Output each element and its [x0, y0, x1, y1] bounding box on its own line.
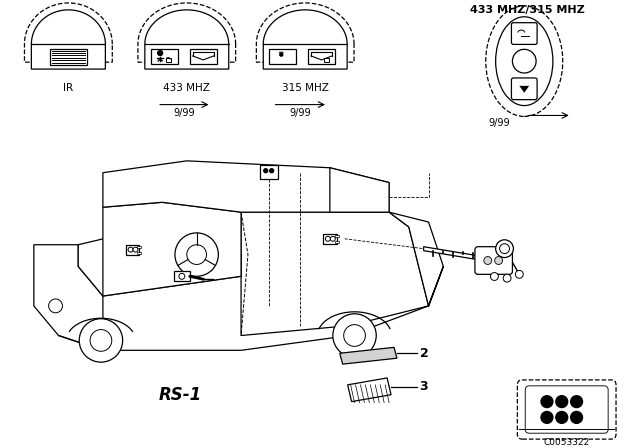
Bar: [323, 234, 337, 244]
Circle shape: [515, 270, 524, 278]
Circle shape: [325, 237, 330, 241]
Circle shape: [49, 299, 63, 313]
Bar: [125, 245, 140, 254]
Circle shape: [490, 272, 499, 280]
Polygon shape: [424, 247, 483, 260]
Circle shape: [179, 273, 185, 279]
Polygon shape: [103, 161, 389, 212]
FancyBboxPatch shape: [517, 380, 616, 439]
Bar: [138, 252, 141, 254]
Polygon shape: [145, 10, 228, 69]
Polygon shape: [31, 10, 106, 69]
Text: C0053322: C0053322: [543, 438, 590, 447]
Circle shape: [513, 49, 536, 73]
Circle shape: [484, 257, 492, 264]
Polygon shape: [348, 378, 391, 401]
Ellipse shape: [495, 17, 553, 106]
Circle shape: [556, 412, 568, 423]
Text: 9/99: 9/99: [289, 108, 311, 117]
Bar: [151, 49, 178, 64]
Bar: [189, 49, 216, 64]
Circle shape: [500, 244, 509, 254]
FancyBboxPatch shape: [511, 78, 537, 99]
Text: 3: 3: [420, 380, 428, 393]
Text: 9/99: 9/99: [173, 108, 195, 117]
FancyBboxPatch shape: [475, 247, 513, 274]
Circle shape: [330, 237, 335, 241]
Bar: [335, 241, 339, 243]
Text: 2: 2: [420, 347, 428, 360]
Circle shape: [157, 51, 163, 56]
Polygon shape: [389, 212, 444, 306]
Polygon shape: [34, 245, 103, 350]
Circle shape: [187, 245, 207, 264]
Circle shape: [541, 396, 553, 408]
Circle shape: [503, 274, 511, 282]
FancyBboxPatch shape: [525, 386, 608, 433]
Text: IR: IR: [63, 83, 74, 93]
Circle shape: [571, 396, 582, 408]
Circle shape: [541, 412, 553, 423]
Polygon shape: [103, 202, 241, 296]
Text: 315 MHZ: 315 MHZ: [282, 83, 328, 93]
Circle shape: [269, 169, 274, 172]
Text: 433 MHZ/315 MHZ: 433 MHZ/315 MHZ: [470, 5, 584, 15]
Text: RS-1: RS-1: [158, 386, 202, 404]
Bar: [324, 58, 328, 62]
FancyBboxPatch shape: [511, 23, 537, 44]
Bar: [269, 49, 296, 64]
Bar: [335, 235, 339, 237]
Circle shape: [133, 247, 138, 252]
Bar: [50, 48, 87, 65]
Circle shape: [333, 314, 376, 357]
Circle shape: [264, 169, 268, 172]
Bar: [174, 271, 189, 281]
Polygon shape: [330, 168, 389, 212]
Circle shape: [79, 319, 123, 362]
Polygon shape: [340, 347, 397, 364]
Circle shape: [175, 233, 218, 276]
Polygon shape: [241, 212, 429, 336]
Text: 9/99: 9/99: [489, 118, 511, 129]
Circle shape: [556, 396, 568, 408]
Circle shape: [495, 257, 502, 264]
Circle shape: [90, 330, 112, 351]
Text: 433 MHZ: 433 MHZ: [163, 83, 210, 93]
Circle shape: [344, 325, 365, 346]
Circle shape: [128, 247, 133, 252]
Circle shape: [571, 412, 582, 423]
Bar: [308, 49, 335, 64]
Circle shape: [495, 240, 513, 258]
Polygon shape: [78, 232, 241, 296]
Bar: [260, 165, 278, 179]
Bar: [138, 246, 141, 248]
Circle shape: [280, 53, 283, 56]
Bar: [166, 58, 171, 62]
Polygon shape: [263, 10, 347, 69]
Polygon shape: [519, 86, 529, 93]
